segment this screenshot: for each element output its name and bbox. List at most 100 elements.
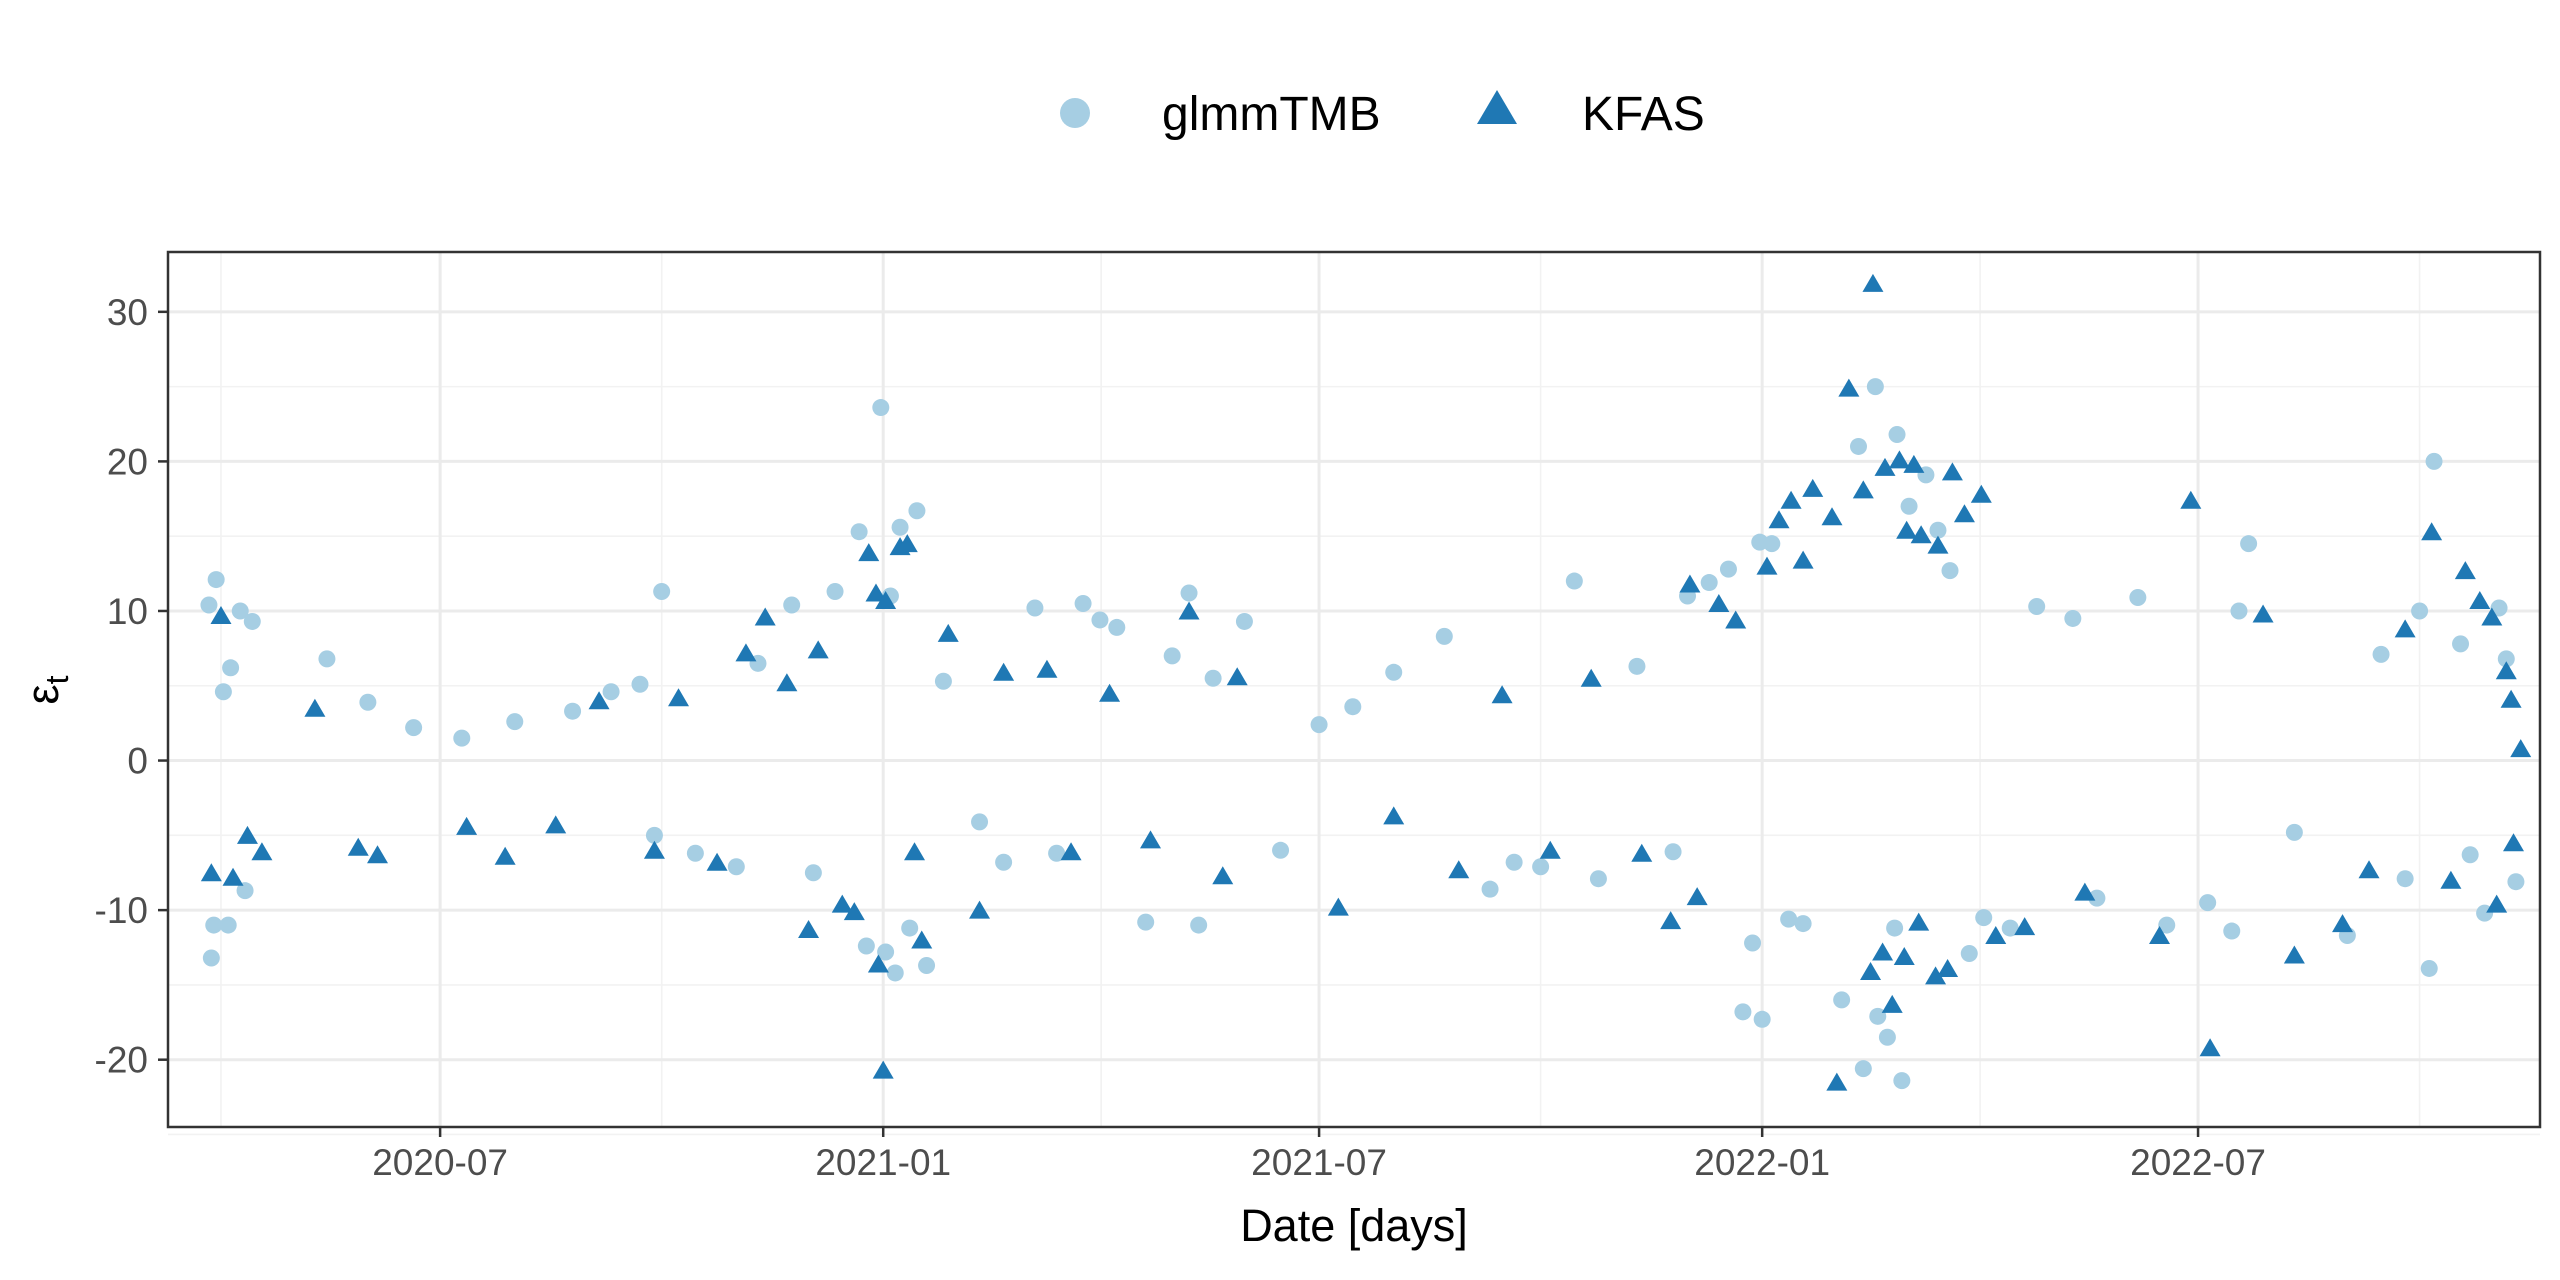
point-glmmTMB [1744, 934, 1762, 952]
point-glmmTMB [2452, 635, 2470, 653]
y-tick-label: 0 [127, 741, 148, 782]
point-glmmTMB [243, 612, 261, 630]
legend-key-glmmTMB [1060, 98, 1090, 128]
y-axis-title-symbol: ε [17, 684, 68, 704]
point-KFAS [1327, 897, 1349, 916]
point-glmmTMB [1204, 669, 1222, 687]
point-KFAS [993, 662, 1015, 681]
point-KFAS [1860, 961, 1882, 980]
point-KFAS [1953, 504, 1975, 523]
point-KFAS [798, 920, 820, 939]
point-KFAS [1821, 507, 1843, 526]
y-axis-title-subscript: t [39, 675, 75, 684]
grid-lines [168, 252, 2540, 1136]
point-glmmTMB [1975, 909, 1993, 927]
point-glmmTMB [2158, 916, 2176, 934]
point-glmmTMB [645, 826, 663, 844]
point-glmmTMB [2372, 645, 2390, 663]
point-KFAS [1910, 525, 1932, 544]
point-glmmTMB [1869, 1007, 1887, 1025]
point-KFAS [347, 837, 369, 856]
point-KFAS [1941, 462, 1963, 481]
legend-label-glmmTMB: glmmTMB [1162, 88, 1381, 141]
point-KFAS [367, 845, 389, 864]
point-KFAS [1780, 490, 1802, 509]
point-glmmTMB [2064, 609, 2082, 627]
point-KFAS [1893, 946, 1915, 965]
point-glmmTMB [1888, 425, 1906, 443]
point-KFAS [2495, 661, 2517, 680]
point-KFAS [1383, 806, 1405, 825]
point-glmmTMB [1481, 880, 1499, 898]
point-glmmTMB [826, 583, 844, 601]
point-glmmTMB [1886, 919, 1904, 937]
point-KFAS [1826, 1072, 1848, 1091]
point-glmmTMB [1435, 627, 1453, 645]
point-glmmTMB [1878, 1028, 1896, 1046]
point-KFAS [2454, 561, 2476, 580]
legend-label-KFAS: KFAS [1582, 88, 1705, 141]
point-KFAS [545, 815, 567, 834]
point-KFAS [2252, 604, 2274, 623]
point-glmmTMB [1780, 910, 1798, 928]
point-glmmTMB [1505, 853, 1523, 871]
point-KFAS [1985, 926, 2007, 945]
point-glmmTMB [1190, 916, 1208, 934]
point-glmmTMB [2199, 894, 2217, 912]
x-axis-title: Date [days] [1240, 1200, 1468, 1251]
y-tick-label: -10 [95, 890, 148, 931]
point-glmmTMB [202, 949, 220, 967]
point-KFAS [2199, 1038, 2221, 1057]
point-KFAS [937, 623, 959, 642]
point-KFAS [1903, 454, 1925, 473]
point-KFAS [1888, 450, 1910, 469]
point-glmmTMB [2240, 535, 2258, 553]
point-KFAS [2283, 945, 2305, 964]
point-glmmTMB [1163, 647, 1181, 665]
point-KFAS [2074, 882, 2096, 901]
point-glmmTMB [2497, 650, 2515, 668]
point-KFAS [875, 591, 897, 609]
y-axis-title: εt [17, 675, 75, 704]
series-KFAS [200, 273, 2532, 1091]
point-glmmTMB [1794, 915, 1812, 933]
point-glmmTMB [1866, 378, 1884, 396]
point-glmmTMB [1628, 657, 1646, 675]
point-KFAS [969, 900, 991, 919]
point-KFAS [304, 698, 326, 717]
point-glmmTMB [1180, 584, 1198, 602]
point-glmmTMB [2028, 597, 2046, 615]
point-KFAS [754, 607, 776, 626]
point-glmmTMB [804, 864, 822, 882]
point-glmmTMB [214, 683, 232, 701]
point-KFAS [1679, 574, 1701, 593]
point-KFAS [1539, 840, 1561, 859]
point-KFAS [1862, 273, 1884, 292]
point-KFAS [911, 930, 933, 949]
point-glmmTMB [1532, 858, 1550, 876]
point-KFAS [2394, 619, 2416, 638]
point-glmmTMB [1929, 521, 1947, 539]
point-glmmTMB [231, 602, 249, 620]
point-KFAS [1896, 520, 1918, 539]
point-KFAS [735, 643, 757, 662]
point-glmmTMB [2425, 452, 2443, 470]
point-glmmTMB [1734, 1003, 1752, 1021]
point-glmmTMB [653, 583, 671, 601]
point-KFAS [2421, 522, 2443, 541]
point-glmmTMB [1900, 497, 1918, 515]
point-glmmTMB [1854, 1060, 1872, 1078]
point-glmmTMB [1960, 944, 1978, 962]
point-KFAS [2014, 917, 2036, 936]
point-KFAS [831, 894, 853, 913]
point-KFAS [1725, 610, 1747, 629]
x-tick-label: 2022-07 [2130, 1142, 2266, 1183]
point-glmmTMB [2129, 589, 2147, 607]
point-KFAS [1660, 911, 1682, 930]
point-glmmTMB [1700, 574, 1718, 592]
point-KFAS [1226, 667, 1248, 686]
point-glmmTMB [1589, 870, 1607, 888]
point-KFAS [1768, 510, 1790, 529]
data-points [200, 273, 2532, 1091]
point-glmmTMB [207, 571, 225, 589]
